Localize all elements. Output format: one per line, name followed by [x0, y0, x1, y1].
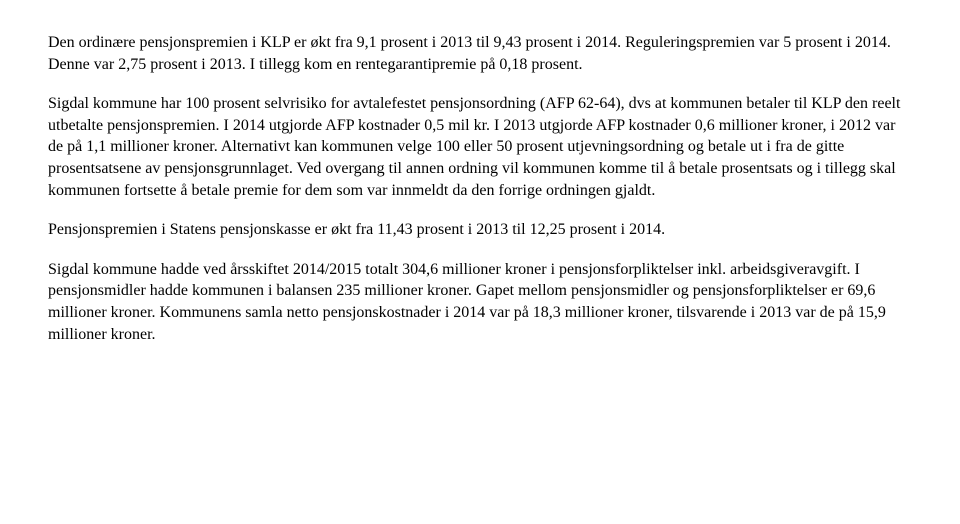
- paragraph-premium-klp: Den ordinære pensjonspremien i KLP er øk…: [48, 32, 912, 75]
- paragraph-statens-pensjonskasse: Pensjonspremien i Statens pensjonskasse …: [48, 219, 912, 241]
- paragraph-sigdal-afp: Sigdal kommune har 100 prosent selvrisik…: [48, 93, 912, 201]
- paragraph-pensjonsforpliktelser: Sigdal kommune hadde ved årsskiftet 2014…: [48, 259, 912, 345]
